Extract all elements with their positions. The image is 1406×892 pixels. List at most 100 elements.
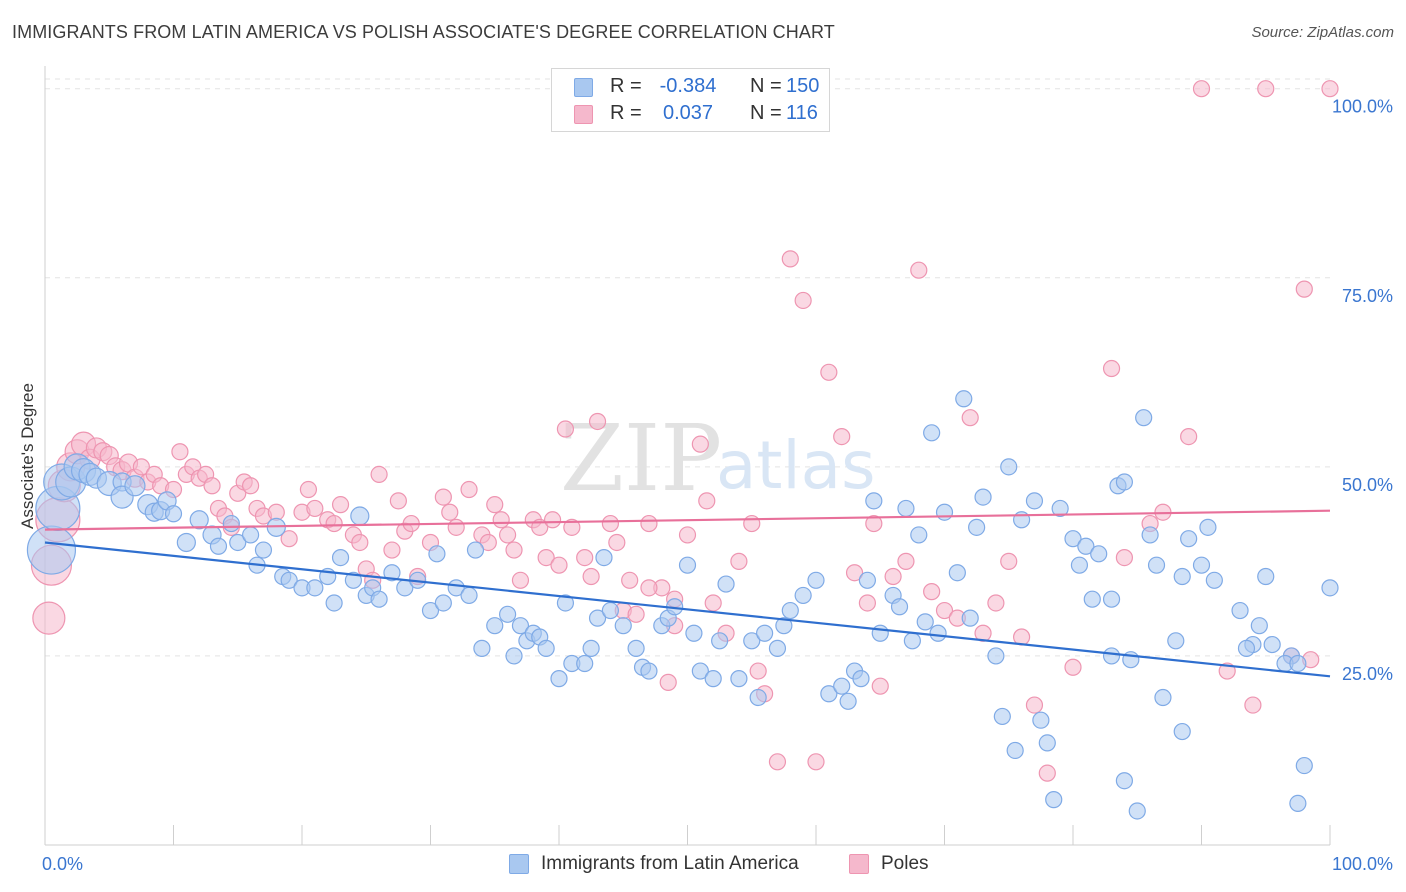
latin-america-point-25 bbox=[254, 541, 273, 559]
latin-america-point-135 bbox=[1192, 556, 1211, 574]
latin-america-point-52 bbox=[511, 617, 530, 635]
latin-america-point-100 bbox=[916, 613, 934, 631]
latin-america-point-138 bbox=[1231, 601, 1249, 620]
latin-america-point-96 bbox=[890, 598, 909, 616]
pink-swatch bbox=[574, 105, 593, 124]
poles-point-90 bbox=[749, 662, 767, 680]
x-tick-label-min: 0.0% bbox=[42, 854, 83, 874]
latin-america-point-50 bbox=[499, 605, 517, 623]
latin-america-point-81 bbox=[755, 624, 774, 642]
poles-point-74 bbox=[601, 514, 620, 533]
poles-point-59 bbox=[486, 496, 504, 514]
latin-america-point-132 bbox=[1167, 632, 1185, 650]
poles-point-78 bbox=[627, 605, 645, 623]
n-label: N = bbox=[750, 102, 782, 124]
watermark-atlas: atlas bbox=[716, 427, 876, 504]
latin-america-point-57 bbox=[550, 670, 568, 688]
latin-america-point-75 bbox=[704, 670, 722, 688]
poles-point-121 bbox=[1192, 80, 1211, 98]
latin-america-point-144 bbox=[1289, 794, 1307, 813]
latin-america-point-87 bbox=[820, 685, 838, 703]
latin-america-point-35 bbox=[350, 506, 370, 526]
latin-america-point-133 bbox=[1173, 567, 1191, 586]
latin-america-point-58 bbox=[556, 594, 575, 612]
blue-swatch bbox=[509, 854, 529, 874]
blue-swatch bbox=[574, 78, 593, 97]
poles-point-54 bbox=[441, 503, 459, 521]
poles-point-40 bbox=[325, 514, 343, 533]
poles-point-77 bbox=[621, 571, 639, 589]
poles-point-100 bbox=[865, 514, 883, 533]
latin-america-point-121 bbox=[1077, 537, 1095, 555]
poles-point-103 bbox=[897, 552, 915, 570]
latin-america-point-66 bbox=[627, 639, 645, 657]
latin-america-point-147 bbox=[1102, 590, 1121, 608]
n-value-latin-america: 150 bbox=[786, 75, 820, 97]
latin-america-point-65 bbox=[614, 617, 632, 635]
latin-america-point-38 bbox=[370, 590, 388, 608]
latin-america-point-39 bbox=[383, 564, 401, 582]
latin-america-point-46 bbox=[460, 586, 478, 605]
stats-legend: R = -0.384 N = 150 R = 0.037 N = 116 bbox=[551, 68, 830, 132]
latin-america-point-129 bbox=[1141, 526, 1159, 544]
latin-america-point-20 bbox=[209, 537, 228, 555]
latin-america-point-32 bbox=[325, 594, 343, 612]
latin-america-point-128 bbox=[1135, 409, 1153, 427]
latin-america-point-142 bbox=[1263, 635, 1281, 654]
latin-america-point-84 bbox=[781, 601, 799, 620]
latin-america-point-34 bbox=[344, 571, 362, 589]
poles-point-53 bbox=[434, 488, 452, 506]
poles-point-75 bbox=[608, 533, 626, 552]
latin-america-point-137 bbox=[1205, 571, 1223, 589]
poles-point-37 bbox=[299, 480, 318, 499]
latin-america-points bbox=[26, 390, 1339, 820]
latin-america-point-80 bbox=[749, 688, 767, 707]
latin-america-point-104 bbox=[948, 564, 966, 582]
latin-america-point-152 bbox=[1173, 722, 1191, 741]
latin-america-point-122 bbox=[1083, 590, 1101, 608]
poles-point-98 bbox=[845, 564, 864, 582]
poles-point-63 bbox=[511, 571, 530, 589]
watermark-zip: ZIP bbox=[560, 405, 722, 512]
latin-america-point-141 bbox=[1257, 567, 1275, 586]
latin-america-point-49 bbox=[486, 617, 504, 635]
poles-point-108 bbox=[961, 409, 979, 427]
latin-america-point-72 bbox=[678, 556, 697, 574]
poles-point-92 bbox=[768, 753, 787, 771]
poles-point-95 bbox=[807, 753, 825, 771]
trend-lines bbox=[44, 509, 1331, 678]
latin-america-point-118 bbox=[1051, 499, 1069, 518]
latin-america-point-93 bbox=[865, 492, 883, 510]
latin-america-point-94 bbox=[871, 624, 889, 642]
latin-america-point-62 bbox=[588, 609, 607, 627]
r-value-latin-america: -0.384 bbox=[659, 75, 717, 97]
latin-america-point-92 bbox=[858, 571, 877, 589]
poles-point-84 bbox=[691, 435, 709, 453]
poles-point-61 bbox=[499, 526, 517, 544]
latin-america-point-134 bbox=[1180, 530, 1198, 548]
poles-point-71 bbox=[576, 549, 594, 567]
poles-point-97 bbox=[833, 427, 851, 446]
poles-point-43 bbox=[351, 533, 369, 552]
latin-america-point-47 bbox=[466, 541, 485, 559]
latin-america-point-124 bbox=[1102, 647, 1121, 665]
latin-america-point-77 bbox=[717, 575, 735, 593]
poles-point-31 bbox=[242, 477, 260, 495]
r-label: R = bbox=[610, 102, 642, 124]
latin-america-point-48 bbox=[473, 639, 491, 657]
latin-america-point-127 bbox=[1128, 802, 1146, 820]
poles-point-73 bbox=[588, 412, 607, 431]
poles-point-56 bbox=[460, 480, 478, 499]
poles-point-105 bbox=[923, 583, 941, 601]
poles-trend-line bbox=[44, 509, 1331, 531]
latin-america-point-23 bbox=[242, 526, 260, 544]
poles-point-60 bbox=[492, 511, 510, 529]
poles-point-123 bbox=[1244, 696, 1262, 714]
poles-point-46 bbox=[370, 465, 388, 484]
latin-america-point-101 bbox=[923, 424, 941, 442]
chart-title: IMMIGRANTS FROM LATIN AMERICA VS POLISH … bbox=[12, 22, 835, 42]
pink-swatch bbox=[849, 854, 869, 874]
poles-point-55 bbox=[447, 518, 465, 536]
latin-america-point-106 bbox=[961, 609, 979, 627]
latin-america-point-140 bbox=[1250, 617, 1268, 635]
